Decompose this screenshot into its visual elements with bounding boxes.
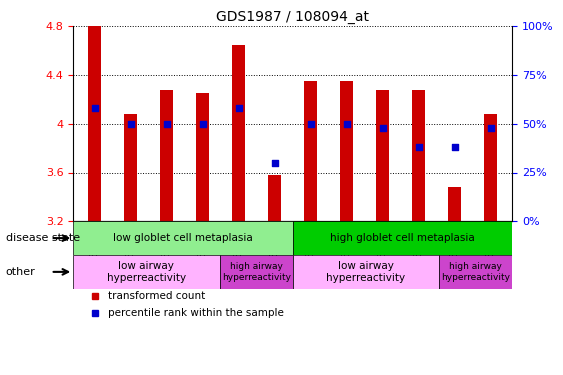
Text: other: other	[6, 267, 35, 277]
Bar	[88, 26, 101, 221]
Point	[126, 121, 135, 127]
Point	[90, 105, 99, 111]
Text: high airway
hyperreactivity: high airway hyperreactivity	[441, 262, 510, 282]
Text: disease state: disease state	[6, 233, 80, 243]
Bar	[484, 114, 497, 221]
FancyBboxPatch shape	[439, 255, 512, 289]
Point	[450, 144, 459, 150]
Text: high airway
hyperreactivity: high airway hyperreactivity	[222, 262, 291, 282]
Point	[198, 121, 207, 127]
FancyBboxPatch shape	[293, 221, 512, 255]
Bar	[160, 90, 173, 221]
Point	[306, 121, 315, 127]
Text: low globlet cell metaplasia: low globlet cell metaplasia	[113, 233, 253, 243]
Point	[342, 121, 351, 127]
Point	[234, 105, 243, 111]
FancyBboxPatch shape	[73, 255, 220, 289]
Point	[378, 124, 387, 130]
Bar	[196, 93, 209, 221]
FancyBboxPatch shape	[73, 221, 293, 255]
FancyBboxPatch shape	[293, 255, 439, 289]
Bar	[413, 90, 425, 221]
Text: low airway
hyperreactivity: low airway hyperreactivity	[327, 261, 405, 283]
Bar	[124, 114, 137, 221]
Text: high globlet cell metaplasia: high globlet cell metaplasia	[330, 233, 475, 243]
Bar	[377, 90, 389, 221]
Bar	[269, 175, 281, 221]
Point	[270, 160, 279, 166]
Bar	[341, 81, 353, 221]
Text: transformed count: transformed count	[108, 291, 205, 301]
Text: low airway
hyperreactivity: low airway hyperreactivity	[107, 261, 186, 283]
Bar	[233, 45, 245, 221]
Point	[162, 121, 171, 127]
FancyBboxPatch shape	[220, 255, 293, 289]
Bar	[305, 81, 317, 221]
Point	[486, 124, 495, 130]
Bar	[449, 187, 461, 221]
Title: GDS1987 / 108094_at: GDS1987 / 108094_at	[216, 10, 369, 24]
Point	[414, 144, 423, 150]
Text: percentile rank within the sample: percentile rank within the sample	[108, 308, 284, 318]
